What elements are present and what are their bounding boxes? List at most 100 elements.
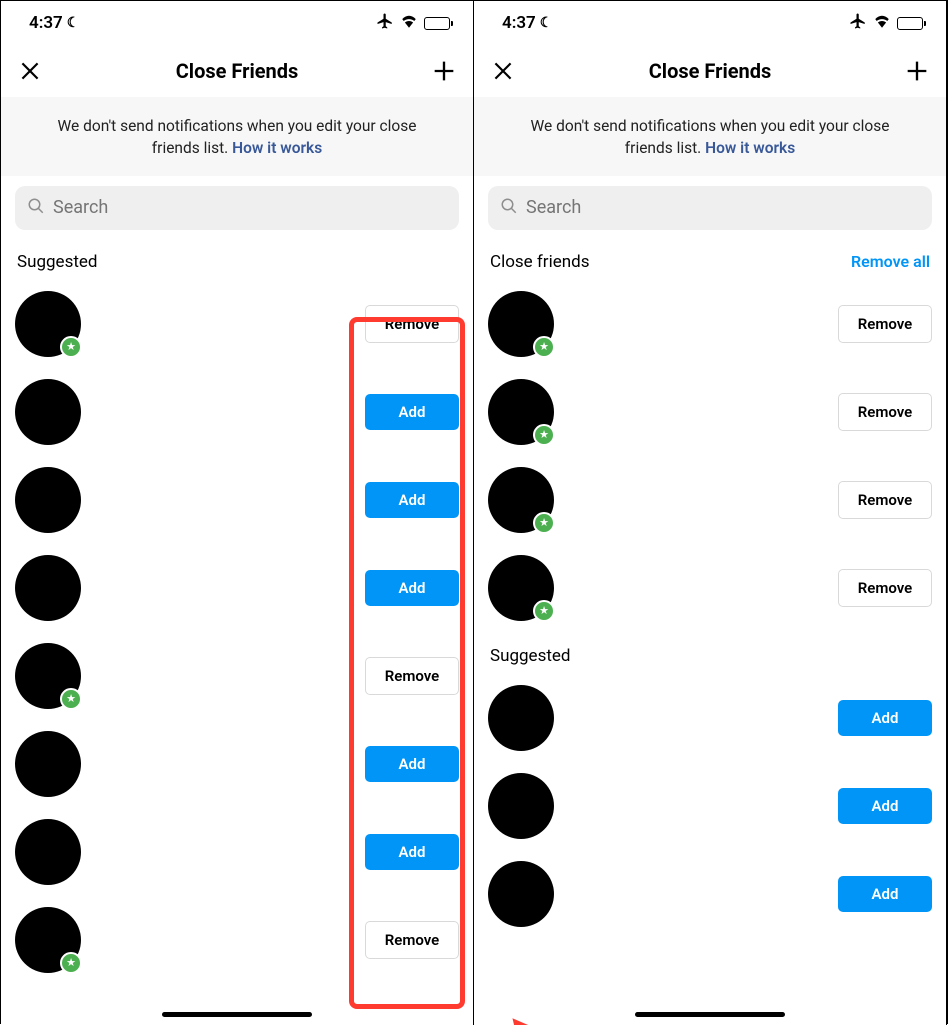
friend-row: Add	[15, 544, 459, 632]
star-badge-icon: ★	[533, 424, 555, 446]
close-icon[interactable]	[488, 56, 518, 86]
avatar[interactable]: ★	[488, 467, 554, 533]
add-button[interactable]: Add	[365, 746, 459, 782]
avatar[interactable]: ★	[15, 643, 81, 709]
remove-button[interactable]: Remove	[838, 305, 932, 343]
wifi-icon	[400, 13, 418, 33]
avatar[interactable]	[15, 555, 81, 621]
friend-row: Add	[15, 456, 459, 544]
remove-button[interactable]: Remove	[365, 305, 459, 343]
friend-row: ★ Remove	[15, 280, 459, 368]
friend-row: ★ Remove	[15, 632, 459, 720]
add-icon[interactable]	[902, 56, 932, 86]
screen-left: 4:37 ☾ Close Friends We don't send notif…	[1, 1, 474, 1025]
home-indicator	[635, 1012, 785, 1017]
search-icon	[27, 197, 45, 219]
add-button[interactable]: Add	[365, 482, 459, 518]
screen-right: 4:37 ☾ Close Friends We don't send notif…	[474, 1, 947, 1025]
remove-button[interactable]: Remove	[365, 921, 459, 959]
section-title: Suggested	[490, 646, 571, 666]
status-bar: 4:37 ☾	[474, 1, 946, 45]
remove-button[interactable]: Remove	[838, 569, 932, 607]
add-button[interactable]: Add	[365, 834, 459, 870]
status-time: 4:37	[29, 13, 63, 33]
star-badge-icon: ★	[60, 336, 82, 358]
friend-row: ★ Remove	[15, 896, 459, 984]
wifi-icon	[873, 13, 891, 33]
remove-button[interactable]: Remove	[838, 393, 932, 431]
add-button[interactable]: Add	[838, 788, 932, 824]
remove-all-link[interactable]: Remove all	[851, 252, 930, 271]
annotation-arrow	[1, 984, 474, 1025]
friend-list: ★ Remove ★ Remove ★ Remove ★ Remove	[474, 280, 946, 632]
section-title: Suggested	[17, 252, 98, 272]
avatar[interactable]: ★	[488, 291, 554, 357]
add-button[interactable]: Add	[838, 700, 932, 736]
add-button[interactable]: Add	[838, 876, 932, 912]
friend-row: Add	[15, 808, 459, 896]
search-icon	[500, 197, 518, 219]
section-header: Close friends Remove all	[474, 238, 946, 280]
star-badge-icon: ★	[60, 952, 82, 974]
dnd-icon: ☾	[67, 15, 80, 31]
star-badge-icon: ★	[533, 336, 555, 358]
navbar: Close Friends	[1, 45, 473, 97]
navbar-title: Close Friends	[45, 59, 429, 83]
friend-list: Add Add Add	[474, 674, 946, 938]
search-box[interactable]	[15, 186, 459, 230]
airplane-icon	[849, 12, 867, 35]
avatar[interactable]	[488, 773, 554, 839]
friend-row: ★ Remove	[488, 544, 932, 632]
remove-button[interactable]: Remove	[838, 481, 932, 519]
close-icon[interactable]	[15, 56, 45, 86]
add-button[interactable]: Add	[365, 394, 459, 430]
avatar[interactable]: ★	[488, 379, 554, 445]
avatar[interactable]	[488, 861, 554, 927]
avatar[interactable]	[15, 819, 81, 885]
list-container-2: Close friends Remove all ★ Remove ★ Remove ★ Re…	[474, 238, 946, 938]
dnd-icon: ☾	[540, 15, 553, 31]
section-title: Close friends	[490, 252, 589, 272]
section-header: Suggested	[474, 632, 946, 674]
star-badge-icon: ★	[60, 688, 82, 710]
search-container	[1, 176, 473, 238]
avatar[interactable]: ★	[15, 291, 81, 357]
friend-row: Add	[15, 368, 459, 456]
star-badge-icon: ★	[533, 512, 555, 534]
friend-row: ★ Remove	[488, 280, 932, 368]
friend-row: Add	[15, 720, 459, 808]
avatar[interactable]	[15, 731, 81, 797]
friend-row: ★ Remove	[488, 368, 932, 456]
avatar[interactable]	[15, 379, 81, 445]
status-bar: 4:37 ☾	[1, 1, 473, 45]
search-input[interactable]	[526, 197, 920, 218]
battery-icon	[424, 17, 453, 30]
remove-button[interactable]: Remove	[365, 657, 459, 695]
friend-row: Add	[488, 850, 932, 938]
add-icon[interactable]	[429, 56, 459, 86]
star-badge-icon: ★	[533, 600, 555, 622]
how-it-works-link[interactable]: How it works	[232, 139, 322, 157]
friend-row: Add	[488, 674, 932, 762]
list-container-1: Suggested ★ Remove Add Add Add ★ Remove Add Add ★ R…	[1, 238, 473, 984]
avatar[interactable]	[15, 467, 81, 533]
airplane-icon	[376, 12, 394, 35]
friend-row: Add	[488, 762, 932, 850]
search-container	[474, 176, 946, 238]
how-it-works-link[interactable]: How it works	[705, 139, 795, 157]
add-button[interactable]: Add	[365, 570, 459, 606]
info-banner: We don't send notifications when you edi…	[474, 97, 946, 176]
avatar[interactable]: ★	[488, 555, 554, 621]
battery-icon	[897, 17, 926, 30]
home-indicator	[162, 1012, 312, 1017]
avatar[interactable]	[488, 685, 554, 751]
friend-list: ★ Remove Add Add Add ★ Remove Add Add ★ Remove	[1, 280, 473, 984]
section-header: Suggested	[1, 238, 473, 280]
navbar: Close Friends	[474, 45, 946, 97]
status-time: 4:37	[502, 13, 536, 33]
search-input[interactable]	[53, 197, 447, 218]
search-box[interactable]	[488, 186, 932, 230]
avatar[interactable]: ★	[15, 907, 81, 973]
friend-row: ★ Remove	[488, 456, 932, 544]
info-banner: We don't send notifications when you edi…	[1, 97, 473, 176]
